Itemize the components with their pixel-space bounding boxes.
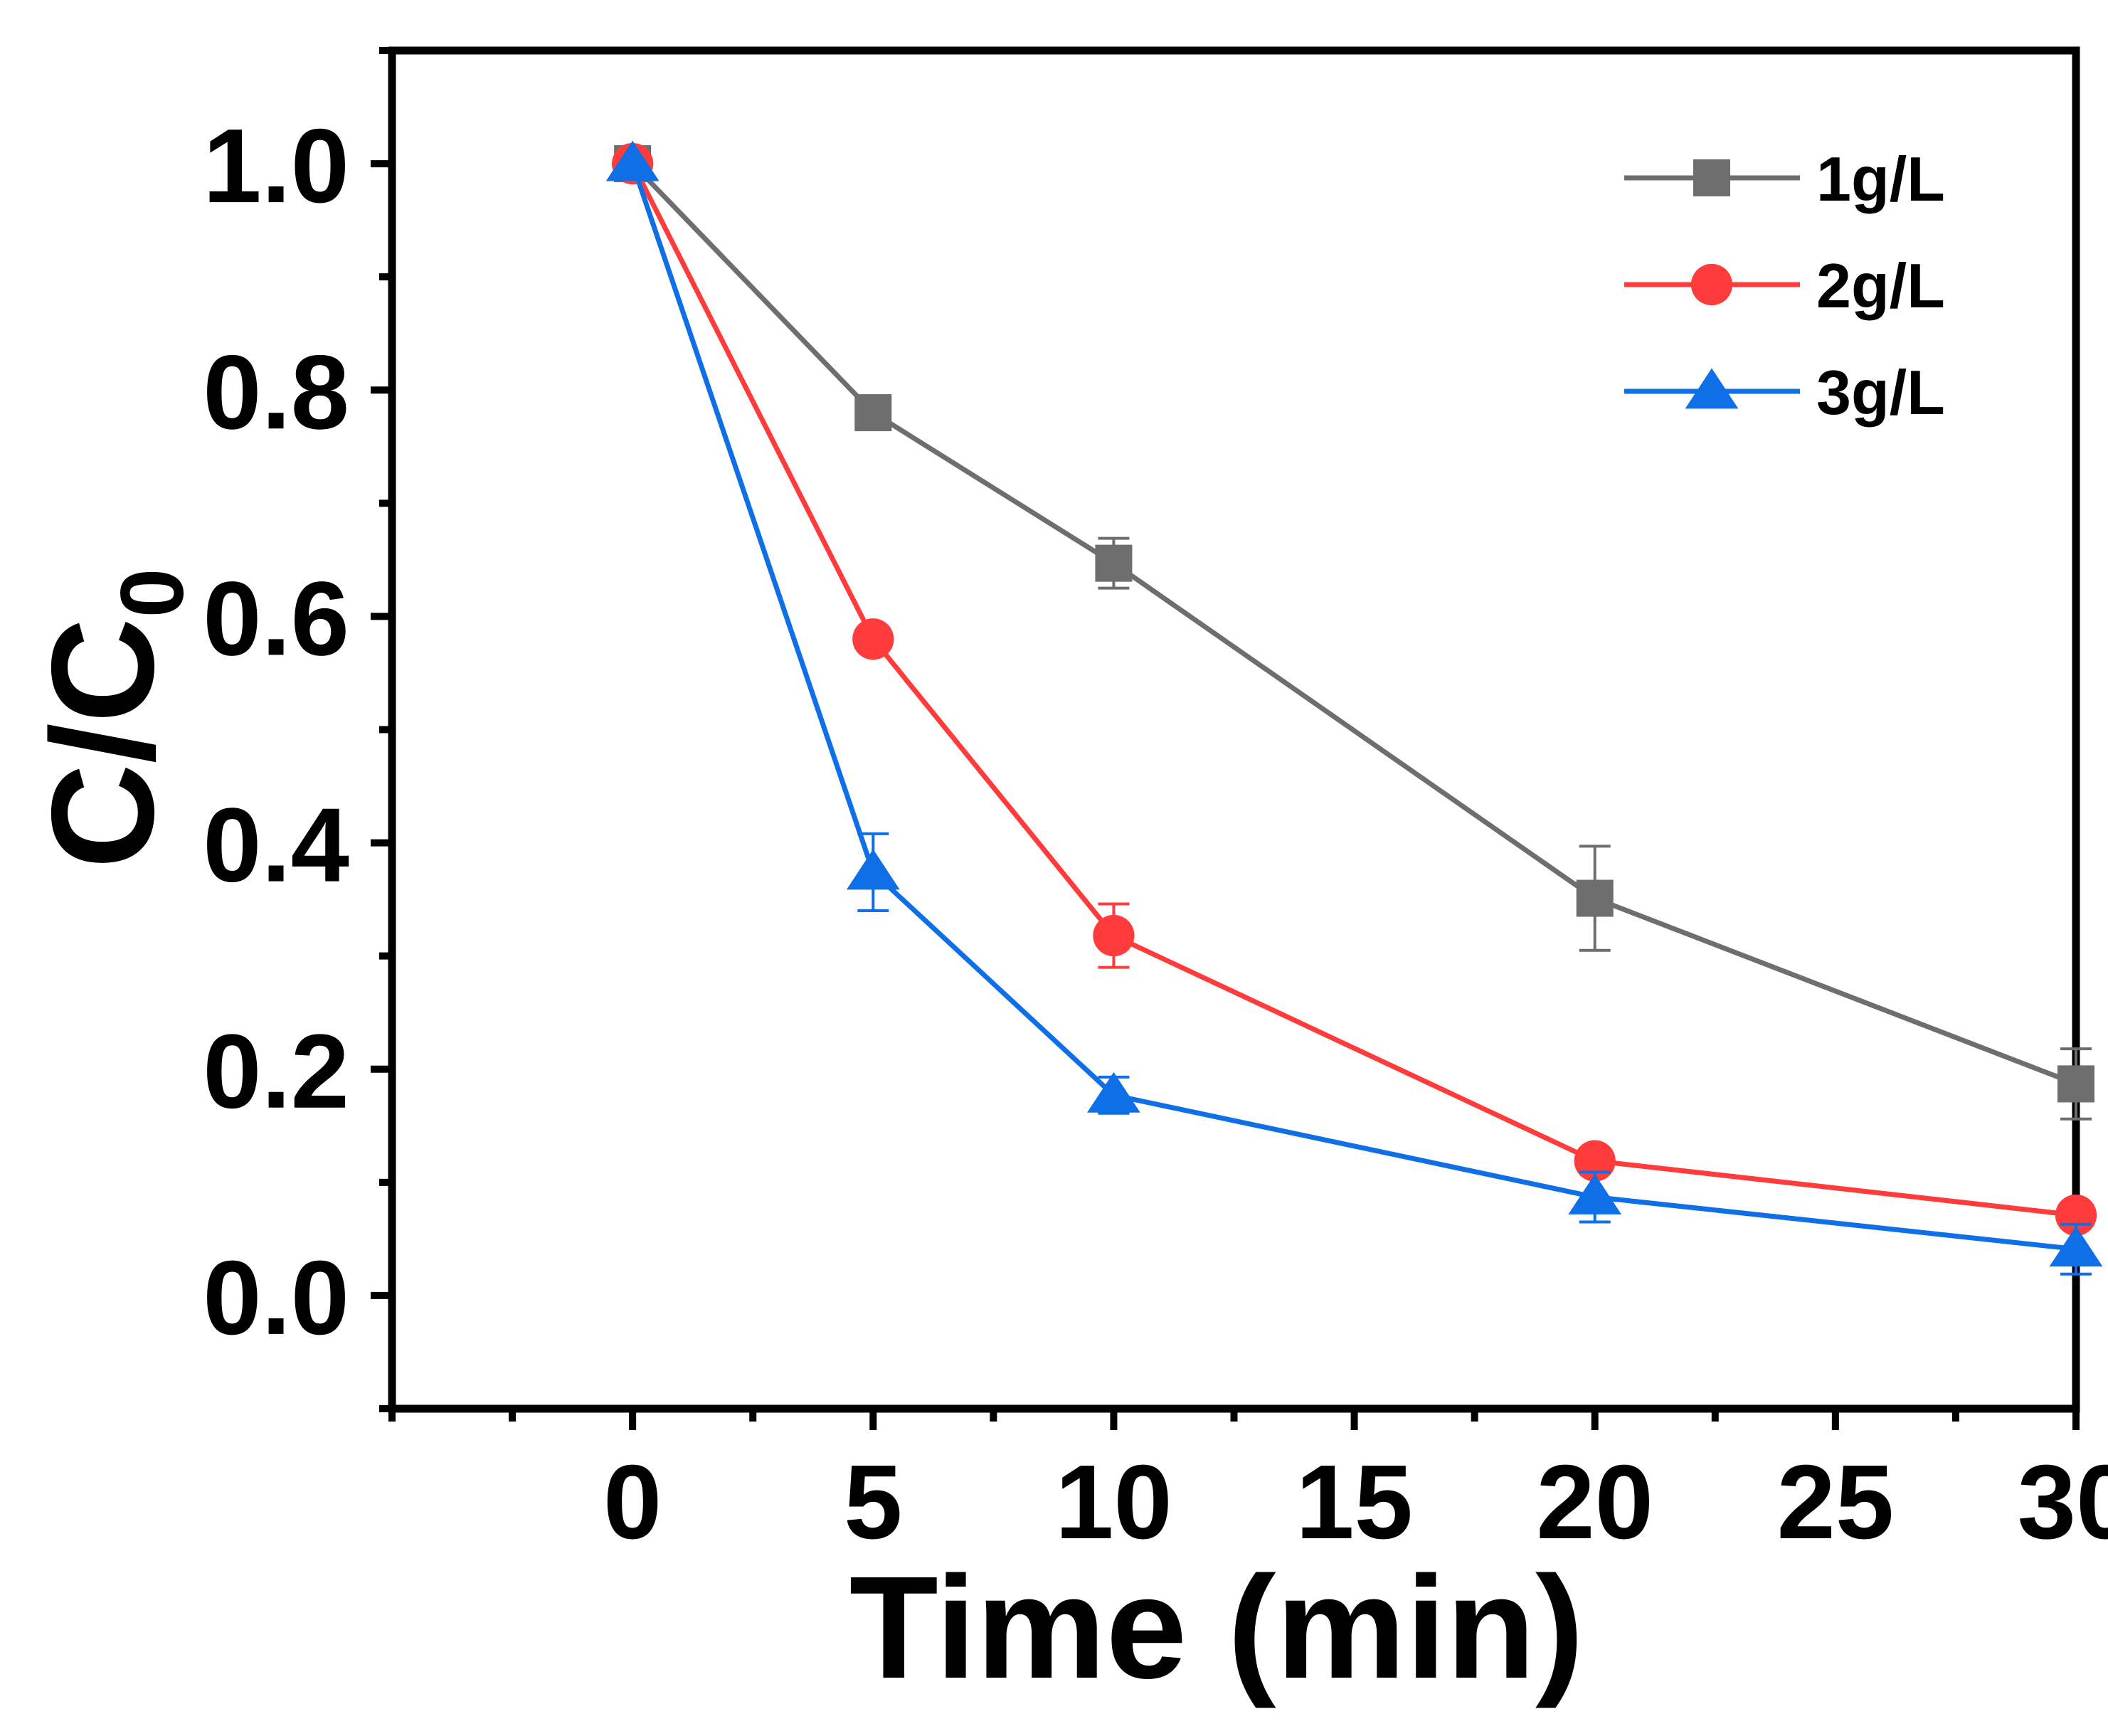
y-axis-title-main: C/C xyxy=(21,618,184,869)
series-line xyxy=(630,162,2077,1252)
legend-marker xyxy=(1685,368,1739,409)
legend-label: 3g/L xyxy=(1816,357,1945,428)
series-line xyxy=(630,162,2077,1218)
y-tick-label: 0.4 xyxy=(203,787,349,904)
y-tick-label: 1.0 xyxy=(203,107,349,225)
y-axis-title: C/C0 xyxy=(21,568,202,869)
legend-label: 2g/L xyxy=(1816,250,1945,321)
data-point xyxy=(854,394,892,432)
data-point xyxy=(1095,544,1133,582)
legend-marker xyxy=(1693,159,1730,196)
y-tick-label: 0.8 xyxy=(203,334,349,451)
data-point xyxy=(846,849,900,890)
series-2 xyxy=(612,142,2097,1237)
x-tick-label: 25 xyxy=(1777,1444,1895,1561)
x-tick-label: 15 xyxy=(1296,1444,1413,1561)
x-tick-label: 5 xyxy=(844,1444,902,1561)
data-point xyxy=(1576,879,1614,917)
x-tick-label: 10 xyxy=(1055,1444,1172,1561)
x-tick-label: 20 xyxy=(1536,1444,1653,1561)
data-point xyxy=(605,140,660,181)
data-point xyxy=(1087,1071,1140,1113)
data-point xyxy=(2049,1226,2103,1267)
legend-marker xyxy=(1690,263,1733,306)
data-point xyxy=(1093,914,1135,957)
legend-item: 3g/L xyxy=(1624,357,1945,428)
series-3 xyxy=(605,140,2103,1276)
legend-item: 2g/L xyxy=(1624,250,1945,321)
y-axis-title-subscript: 0 xyxy=(103,568,202,618)
y-tick-label: 0.2 xyxy=(203,1013,349,1131)
legend-item: 1g/L xyxy=(1624,144,1945,214)
data-point xyxy=(2057,1065,2094,1103)
y-tick-label: 0.6 xyxy=(203,560,349,677)
legend: 1g/L 2g/L 3g/L xyxy=(1624,144,1945,428)
legend-label: 1g/L xyxy=(1816,144,1945,214)
x-axis-title: Time (min) xyxy=(849,1546,1584,1709)
x-axis-ticks: 0 5 10 15 20 25 30 xyxy=(388,1409,2108,1561)
data-point xyxy=(1568,1174,1622,1214)
x-tick-label: 30 xyxy=(2018,1444,2108,1561)
y-axis-ticks: 0.0 0.2 0.4 0.6 0.8 1.0 xyxy=(203,47,392,1412)
series-layer xyxy=(605,140,2103,1276)
data-point xyxy=(852,618,894,660)
y-tick-label: 0.0 xyxy=(203,1239,349,1357)
x-tick-label: 0 xyxy=(603,1444,662,1561)
svg-text:C/C0: C/C0 xyxy=(21,568,202,869)
